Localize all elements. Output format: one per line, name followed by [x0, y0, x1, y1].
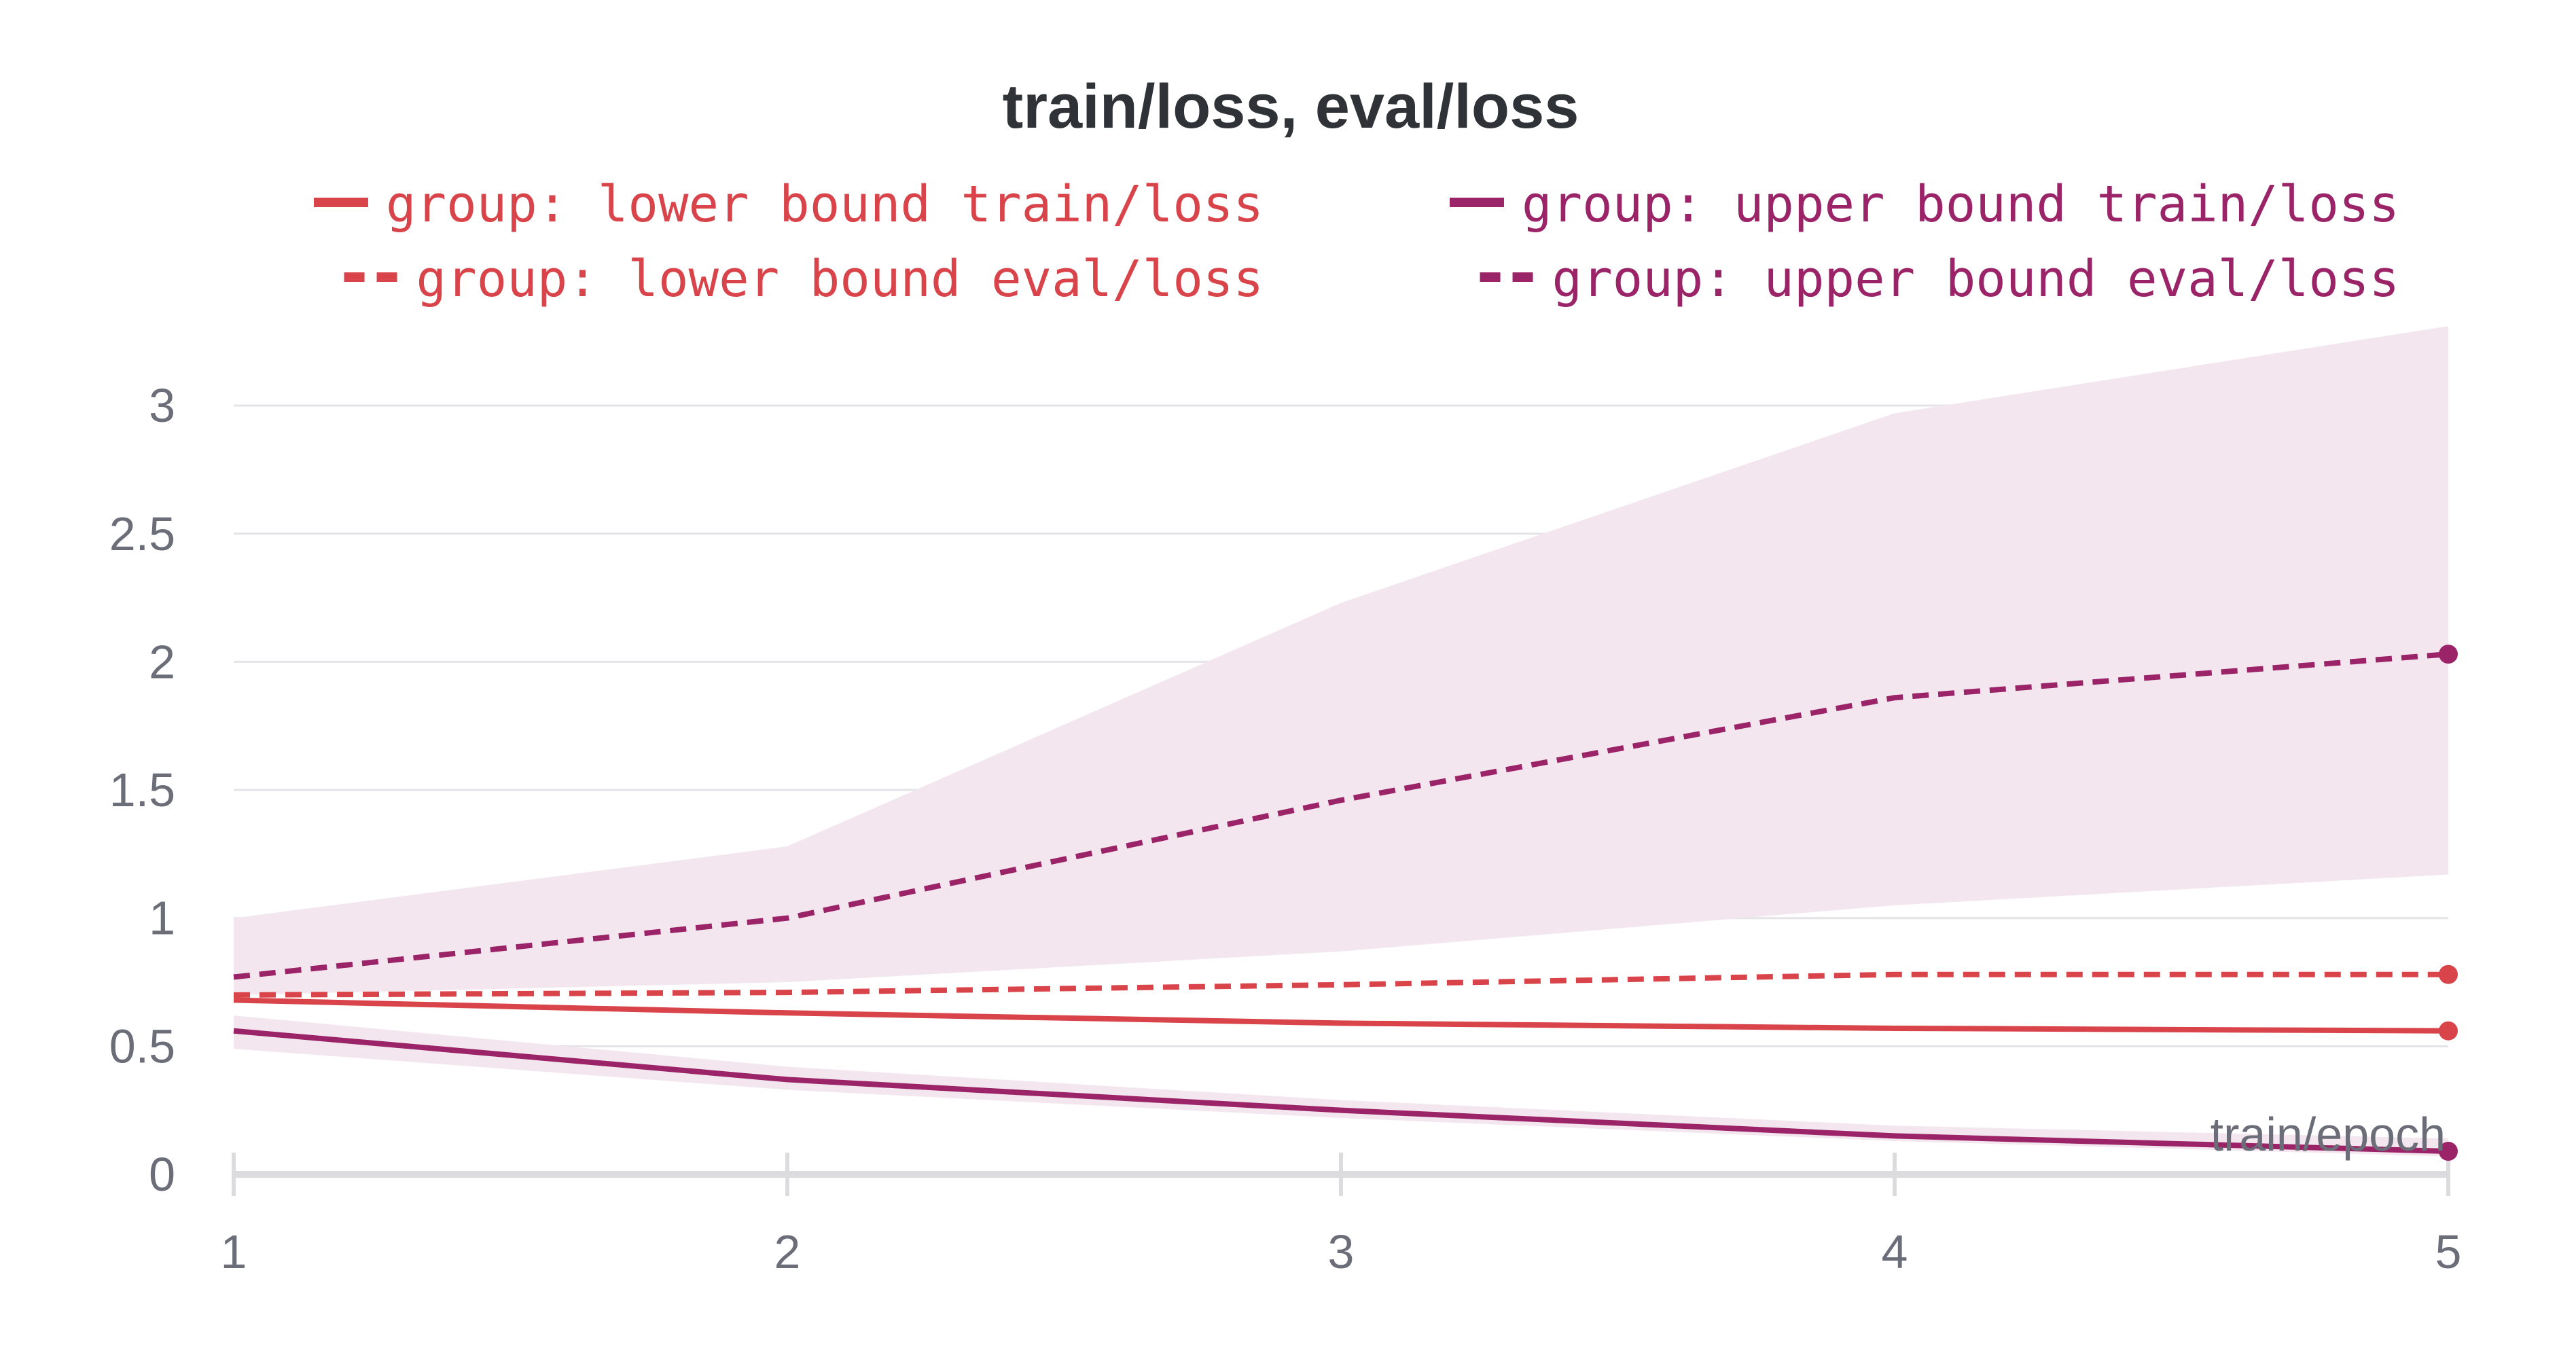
legend-item-group-upper-bound-train-loss: group: upper bound train/loss	[1449, 175, 2399, 234]
band-group-upper-bound-train-loss	[234, 1015, 2448, 1157]
axes: 0 0.5 1 1.5 2 2.5 3 1 2 3 4 5	[109, 379, 2462, 1278]
series-line-group-upper-bound-eval-loss	[233, 651, 2449, 980]
chart-title: train/loss, eval/loss	[1003, 72, 1579, 141]
end-marker-group-lower-bound-train-loss	[2439, 1021, 2458, 1041]
x-tick-label: 5	[2435, 1225, 2462, 1278]
y-tick-label: 1	[149, 892, 175, 945]
end-marker-group-lower-bound-eval-loss	[2439, 964, 2458, 984]
end-marker-group-upper-bound-train-loss	[2439, 1142, 2458, 1161]
x-tick-label: 3	[1328, 1225, 1355, 1278]
y-tick-label: 0.5	[109, 1020, 175, 1072]
legend-label: group: lower bound eval/loss	[416, 250, 1264, 308]
series-end-markers	[2439, 645, 2458, 1161]
legend-item-group-upper-bound-eval-loss: group: upper bound eval/loss	[1480, 250, 2399, 308]
legend-item-group-lower-bound-eval-loss: group: lower bound eval/loss	[344, 250, 1264, 308]
x-tick-label: 1	[221, 1225, 247, 1278]
legend-label: group: upper bound eval/loss	[1552, 250, 2399, 308]
series-lines	[233, 651, 2449, 1155]
y-tick-label: 1.5	[109, 763, 175, 816]
legend-label: group: upper bound train/loss	[1522, 175, 2399, 234]
legend-item-group-lower-bound-train-loss: group: lower bound train/loss	[313, 175, 1264, 234]
band-group-upper-bound-eval-loss	[234, 326, 2448, 995]
y-tick-label: 2	[149, 635, 175, 688]
series-line-group-lower-bound-train-loss	[233, 997, 2449, 1034]
x-axis-label: train/epoch	[2211, 1108, 2446, 1161]
x-tick-label: 4	[1882, 1225, 1908, 1278]
x-tick-label: 2	[774, 1225, 801, 1278]
y-tick-label: 0	[149, 1148, 175, 1201]
y-tick-label: 3	[149, 379, 175, 432]
series-line-group-lower-bound-eval-loss	[233, 971, 2448, 998]
legend-label: group: lower bound train/loss	[386, 175, 1264, 234]
y-tick-label: 2.5	[109, 507, 175, 560]
series-line-group-upper-bound-train-loss	[233, 1028, 2449, 1155]
legend: group: lower bound train/loss group: uppe…	[313, 175, 2399, 308]
confidence-bands	[234, 326, 2448, 1157]
end-marker-group-upper-bound-eval-loss	[2439, 645, 2458, 664]
